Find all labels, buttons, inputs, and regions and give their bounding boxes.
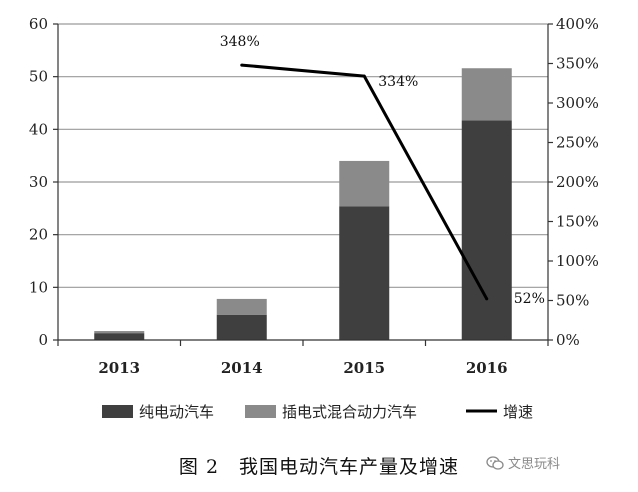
x-tick-label-2014: 2014 — [221, 359, 263, 377]
figure-caption: 图 2 我国电动汽车产量及增速 — [178, 456, 460, 478]
growth-label-2014: 348% — [220, 34, 260, 50]
bar-2013-series-1 — [94, 331, 145, 334]
x-tick-label-2015: 2015 — [343, 359, 385, 377]
y-tick-label-5: 50 — [29, 68, 48, 86]
x-axis-ticks: 2013 2014 2015 2016 — [98, 359, 507, 377]
bars — [94, 68, 512, 340]
growth-point-2015 — [362, 74, 366, 78]
y2-tick-label-2: 100% — [556, 252, 599, 270]
watermark-text: 文思玩科 — [508, 457, 561, 472]
y2-tick-label-1: 50% — [556, 292, 589, 310]
x-tick-label-2016: 2016 — [466, 359, 508, 377]
wechat-icon — [486, 455, 504, 470]
y-tick-label-6: 60 — [29, 15, 48, 33]
y-tick-label-3: 30 — [29, 173, 48, 191]
y2-tick-label-3: 150% — [556, 213, 599, 231]
growth-point-2014 — [240, 63, 244, 67]
y-tick-label-4: 40 — [29, 120, 48, 138]
axes — [53, 23, 553, 346]
growth-label-2015: 334% — [378, 74, 418, 90]
y2-tick-label-6: 300% — [556, 94, 599, 112]
watermark: 文思玩科 — [486, 453, 560, 472]
y2-tick-label-7: 350% — [556, 55, 599, 73]
y2-tick-label-4: 200% — [556, 173, 599, 191]
y2-tick-label-0: 0% — [556, 331, 580, 349]
x-tick-label-2013: 2013 — [98, 359, 140, 377]
right-axis-ticks: 0% 50% 100% 150% 200% 250% 300% 350% 400% — [556, 15, 599, 349]
bar-2016-series-1 — [461, 68, 512, 121]
bar-2014-series-0 — [216, 314, 267, 340]
growth-label-2016: 52% — [514, 291, 545, 307]
left-axis-ticks: 0 10 20 30 40 50 60 — [29, 15, 48, 349]
bar-2014-series-1 — [216, 298, 267, 315]
bar-2015-series-1 — [339, 160, 390, 207]
legend-label-1: 插电式混合动力汽车 — [282, 403, 417, 421]
legend-swatch-1 — [245, 405, 276, 418]
bar-2013-series-0 — [94, 333, 145, 340]
y2-tick-label-8: 400% — [556, 15, 599, 33]
legend: 纯电动汽车 插电式混合动力汽车 增速 — [102, 403, 533, 421]
y2-tick-label-5: 250% — [556, 134, 599, 152]
y-tick-label-0: 0 — [38, 331, 48, 349]
legend-label-line: 增速 — [503, 403, 533, 421]
growth-point-2016 — [485, 297, 489, 301]
legend-swatch-0 — [102, 405, 133, 418]
bar-2015-series-0 — [339, 206, 390, 340]
growth-line: 348% 334% 52% — [220, 34, 545, 307]
bar-2016-series-0 — [461, 120, 512, 340]
legend-label-0: 纯电动汽车 — [139, 403, 214, 421]
y-tick-label-2: 20 — [29, 226, 48, 244]
chart: 0 10 20 30 40 50 60 0% 50% 100% 150% 200% 250% 300% 3… — [29, 15, 599, 421]
y-tick-label-1: 10 — [29, 278, 48, 296]
